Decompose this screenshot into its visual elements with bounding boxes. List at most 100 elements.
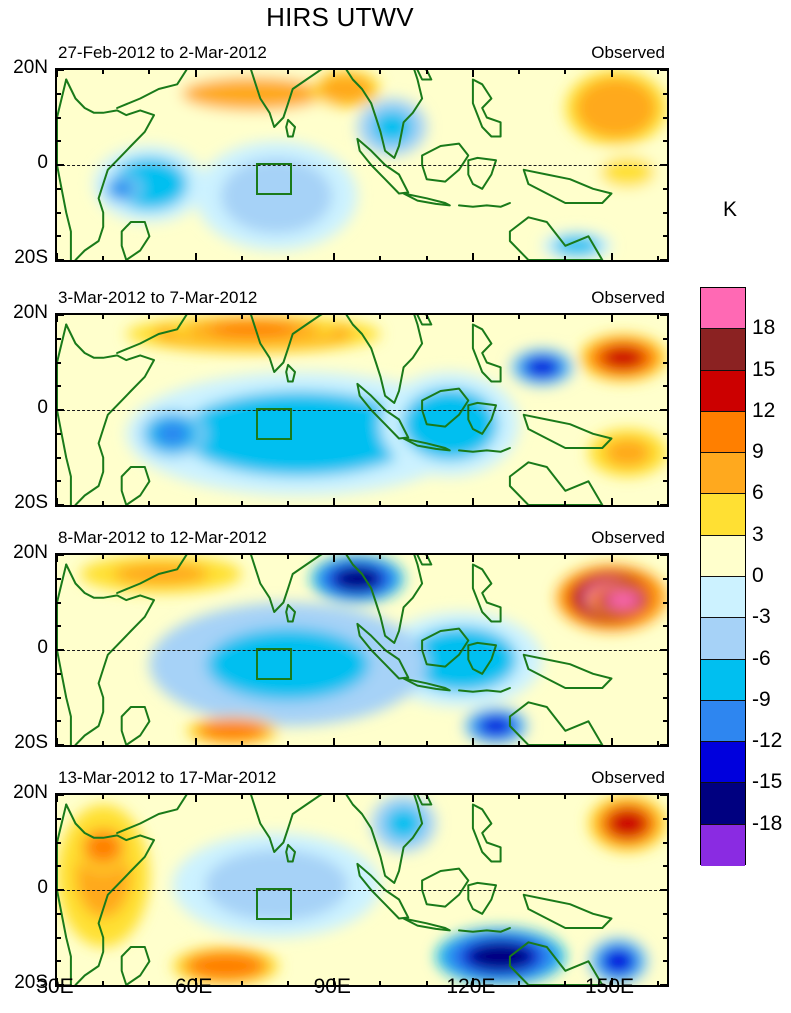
x-tick-minor: [518, 741, 521, 746]
y-tick-minor: [663, 235, 668, 238]
panel-title-4: 13-Mar-2012 to 17-Mar-2012: [58, 768, 277, 787]
colorbar-band: [701, 824, 745, 866]
x-tick-minor: [379, 256, 382, 261]
x-tick-major: [610, 314, 613, 322]
y-axis-label: 20N: [13, 782, 48, 803]
colorbar-tick-label: 18: [752, 316, 776, 340]
y-tick-minor: [56, 456, 61, 459]
colorbar: [700, 287, 746, 866]
y-tick-minor: [56, 211, 61, 214]
y-tick-major: [56, 649, 64, 651]
y-axis-label: 0: [37, 397, 48, 418]
colorbar-tick-label: -6: [752, 646, 771, 670]
y-tick-minor: [56, 577, 61, 580]
y-tick-minor: [663, 140, 668, 143]
y-tick-minor: [56, 116, 61, 119]
x-tick-minor: [287, 501, 290, 506]
x-tick-major: [194, 738, 197, 746]
colorbar-tick-label: 3: [752, 522, 764, 546]
x-tick-minor: [102, 314, 105, 319]
x-tick-minor: [148, 794, 151, 799]
x-tick-major: [194, 794, 197, 802]
x-tick-major: [333, 738, 336, 746]
x-tick-minor: [287, 314, 290, 319]
x-tick-minor: [379, 981, 382, 986]
colorbar-tick-label: 9: [752, 440, 764, 464]
x-tick-minor: [102, 69, 105, 74]
x-tick-major: [333, 498, 336, 506]
x-tick-minor: [240, 554, 243, 559]
y-axis-label: 0: [37, 877, 48, 898]
x-tick-minor: [656, 554, 659, 559]
x-tick-major: [471, 253, 474, 261]
y-tick-minor: [56, 696, 61, 699]
x-tick-major: [333, 794, 336, 802]
colorbar-band: [701, 742, 745, 784]
y-axis-label: 20N: [13, 302, 48, 323]
x-tick-minor: [564, 256, 567, 261]
x-tick-minor: [240, 794, 243, 799]
x-tick-major: [471, 69, 474, 77]
y-tick-minor: [56, 817, 61, 820]
x-axis-label: 150E: [585, 975, 635, 998]
y-tick-minor: [663, 865, 668, 868]
colorbar-tick-label: 15: [752, 357, 776, 381]
x-tick-major: [56, 794, 58, 802]
x-tick-minor: [240, 314, 243, 319]
x-tick-minor: [379, 741, 382, 746]
y-tick-major: [660, 314, 668, 316]
colorbar-band: [701, 329, 745, 371]
x-tick-minor: [656, 981, 659, 986]
y-tick-minor: [663, 841, 668, 844]
x-tick-major: [471, 314, 474, 322]
x-tick-minor: [148, 256, 151, 261]
panel-tag-2: Observed: [591, 288, 665, 307]
y-tick-major: [660, 504, 668, 506]
x-tick-major: [333, 978, 336, 986]
y-tick-minor: [663, 385, 668, 388]
colorbar-band: [701, 370, 745, 412]
y-tick-minor: [663, 456, 668, 459]
coastlines-3: [57, 555, 613, 745]
x-tick-minor: [148, 741, 151, 746]
x-tick-major: [56, 978, 58, 986]
study-region-box-1: [255, 162, 293, 196]
colorbar-band: [701, 494, 745, 536]
x-tick-major: [471, 554, 474, 562]
x-tick-minor: [148, 554, 151, 559]
x-tick-major: [610, 738, 613, 746]
x-tick-minor: [518, 69, 521, 74]
x-tick-minor: [564, 794, 567, 799]
y-tick-major: [56, 69, 64, 71]
panel-tag-3: Observed: [591, 528, 665, 547]
colorbar-tick-label: 12: [752, 398, 776, 422]
x-tick-major: [610, 69, 613, 77]
y-tick-major: [56, 889, 64, 891]
x-axis-label: 120E: [446, 975, 496, 998]
y-tick-major: [660, 744, 668, 746]
map-canvas-3: [57, 555, 667, 745]
y-tick-minor: [56, 720, 61, 723]
y-axis-label: 20S: [14, 492, 48, 513]
y-tick-major: [56, 164, 64, 166]
x-tick-minor: [287, 794, 290, 799]
x-tick-minor: [656, 69, 659, 74]
x-tick-minor: [148, 314, 151, 319]
y-tick-minor: [56, 960, 61, 963]
y-tick-minor: [56, 385, 61, 388]
colorbar-band: [701, 700, 745, 743]
x-tick-major: [56, 498, 58, 506]
x-tick-minor: [102, 981, 105, 986]
panel-tag-4: Observed: [591, 768, 665, 787]
y-tick-major: [660, 164, 668, 166]
figure-title: HIRS UTWV: [266, 2, 414, 32]
x-tick-major: [56, 314, 58, 322]
x-tick-minor: [240, 256, 243, 261]
y-tick-minor: [663, 432, 668, 435]
x-tick-major: [610, 498, 613, 506]
y-tick-minor: [663, 720, 668, 723]
y-axis-label: 20S: [14, 732, 48, 753]
study-region-box-3: [255, 647, 293, 681]
x-tick-minor: [425, 501, 428, 506]
